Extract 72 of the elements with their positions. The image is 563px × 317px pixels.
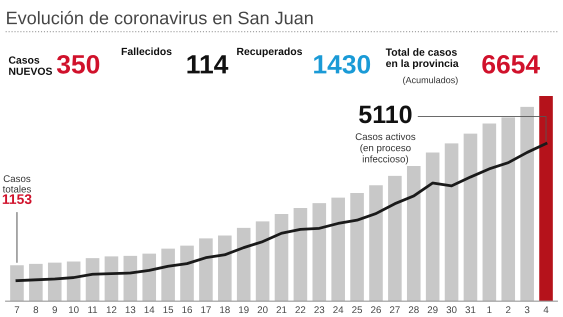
bar	[388, 176, 402, 302]
x-tick-label: 27	[390, 306, 400, 314]
x-tick-label: 26	[371, 306, 381, 314]
bar	[48, 262, 62, 302]
bar	[66, 262, 80, 302]
bar	[464, 134, 478, 302]
x-tick-label: 23	[314, 306, 324, 314]
bar	[294, 208, 308, 302]
bar	[369, 185, 383, 302]
x-tick-label: 15	[163, 306, 174, 314]
annotation: Casos totales	[2, 175, 31, 193]
x-tick-label: 14	[144, 306, 154, 314]
x-tick-label: 25	[352, 306, 362, 314]
x-tick-label: 28	[408, 306, 419, 314]
x-tick-label: 3	[524, 306, 530, 314]
text: 1430	[314, 54, 370, 74]
x-tick-label: 10	[68, 306, 79, 314]
x-tick-label: 2	[506, 306, 510, 314]
x-tick-label: 19	[239, 306, 249, 314]
bar	[104, 256, 118, 302]
x-tick-label: 9	[52, 306, 57, 314]
text: Casos NUEVOS	[8, 56, 52, 75]
x-tick-label: 30	[446, 306, 457, 314]
annotation: 1153	[2, 194, 32, 204]
x-tick-label: 20	[258, 306, 268, 314]
bar	[444, 143, 458, 302]
annotation: Casos activos (en proceso infeccioso)	[356, 132, 416, 164]
bar	[256, 221, 270, 302]
bar	[86, 258, 100, 302]
bar	[236, 228, 251, 302]
text: 350	[56, 54, 100, 74]
bar	[312, 203, 326, 302]
bar	[29, 264, 43, 302]
text: 114	[187, 55, 228, 74]
x-tick-label: 29	[428, 306, 438, 314]
bar	[482, 124, 496, 302]
text: (Acumulados)	[403, 76, 458, 86]
bar	[274, 214, 288, 302]
x-tick-label: 12	[106, 306, 116, 314]
x-tick-label: 22	[295, 306, 306, 314]
x-tick-label: 21	[276, 306, 286, 314]
bar	[539, 96, 553, 302]
bar	[199, 238, 213, 302]
bar	[331, 198, 345, 302]
bar	[10, 265, 24, 302]
x-tick-label: 13	[126, 306, 136, 314]
x-tick-label: 16	[182, 306, 192, 314]
x-tick-label: 7	[14, 306, 20, 314]
x-tick-label: 31	[465, 306, 476, 314]
x-tick-label: 18	[220, 306, 230, 314]
bar	[180, 246, 194, 302]
bar	[501, 117, 516, 302]
text: Recuperados	[237, 47, 302, 58]
bar	[520, 106, 534, 302]
bar	[218, 236, 232, 302]
bar	[124, 256, 138, 302]
x-tick-label: 11	[88, 306, 98, 314]
chart-title: Evolución de coronavirus en San Juan	[7, 10, 313, 24]
text: Fallecidos	[122, 47, 172, 56]
x-tick-label: 17	[201, 306, 211, 314]
bar	[350, 193, 364, 302]
x-tick-label: 4	[544, 306, 548, 314]
text: 6654	[482, 54, 540, 74]
x-tick-label: 24	[333, 306, 344, 314]
bar	[142, 254, 156, 302]
bar	[406, 166, 421, 302]
annotation: 5110	[359, 106, 412, 124]
bar	[161, 248, 175, 302]
x-tick-label: 1	[487, 306, 492, 314]
x-tick-label: 8	[34, 306, 38, 314]
bar	[426, 152, 440, 302]
text: Total de casos en la provincia	[386, 48, 459, 70]
